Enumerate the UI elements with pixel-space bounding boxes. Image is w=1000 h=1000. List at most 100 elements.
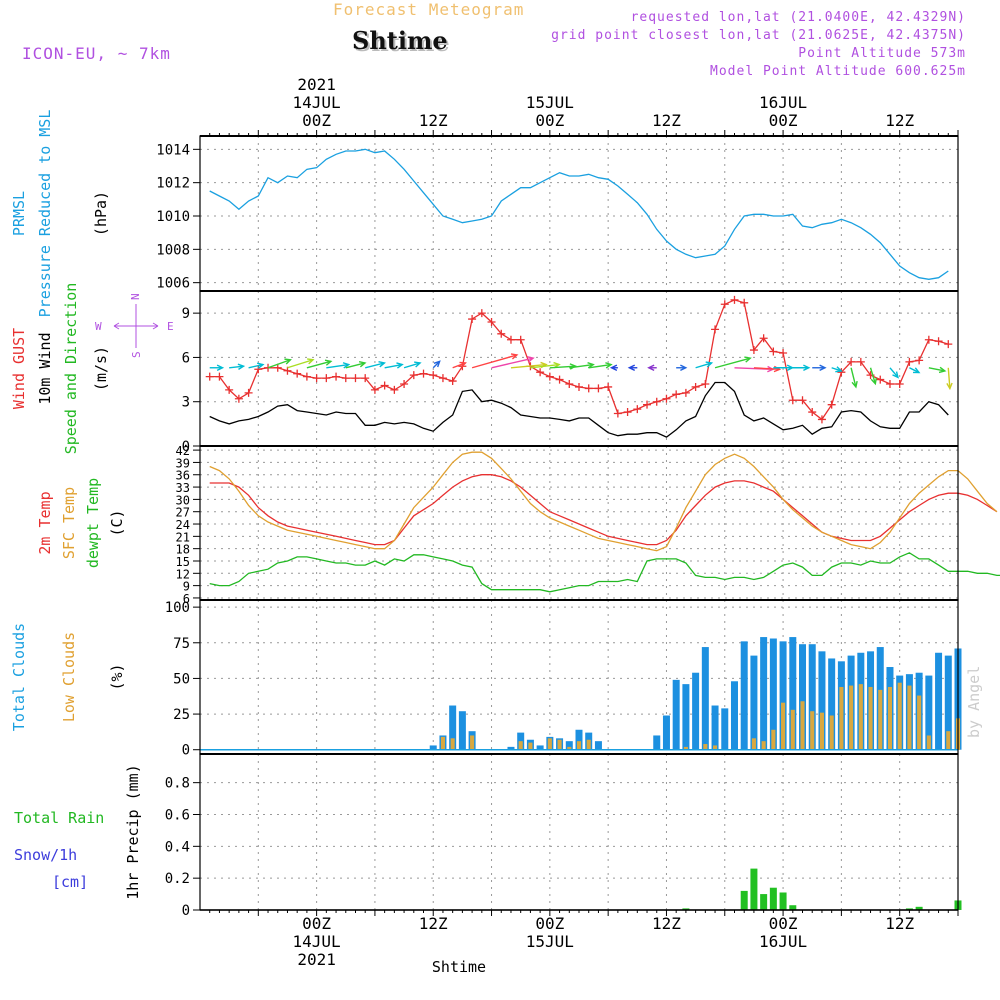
bar	[819, 712, 824, 750]
point-altitude-label: Point Altitude 573m	[798, 46, 966, 61]
wind-arrow-head	[680, 364, 688, 372]
gust-marker	[740, 298, 749, 307]
bar	[799, 644, 807, 750]
gust-marker	[827, 400, 836, 409]
gust-marker	[361, 374, 370, 383]
wind-arrow	[947, 367, 951, 389]
y-tick-label: 25	[173, 707, 190, 723]
compass-north: N	[129, 293, 142, 300]
gust-marker	[448, 377, 457, 386]
series-line	[209, 474, 998, 546]
y-tick-label: 12	[176, 567, 190, 581]
time-label-top: 12Z	[652, 111, 681, 130]
bar	[682, 684, 690, 750]
time-label-top: 12Z	[419, 111, 448, 130]
product-title: Forecast Meteogram	[333, 0, 525, 19]
requested-point-label: requested lon,lat (21.0400E, 42.4329N)	[630, 10, 966, 25]
wind-arrow-head	[946, 382, 953, 391]
time-label-top: 14JUL	[293, 93, 341, 112]
wind-arrow	[869, 367, 877, 384]
gust-marker	[302, 372, 311, 381]
y-axis-label: Low Clouds	[60, 632, 78, 722]
wind-arrow	[753, 367, 780, 371]
gust-marker	[584, 384, 593, 393]
gust-marker	[545, 372, 554, 381]
bar	[946, 731, 951, 750]
y-axis-label: dewpt Temp	[84, 478, 102, 568]
wind-arrow	[569, 363, 594, 369]
gust-marker	[380, 381, 389, 390]
credit-text: by Angel	[965, 666, 983, 738]
time-label-top: 00Z	[535, 111, 564, 130]
time-label-top: 12Z	[885, 111, 914, 130]
gust-marker	[798, 396, 807, 405]
bar	[808, 644, 816, 750]
y-tick-label: 15	[176, 555, 190, 569]
bar	[507, 746, 515, 750]
wind-arrow	[267, 359, 291, 369]
panel-frame	[199, 753, 959, 911]
series-line	[209, 148, 949, 280]
gust-marker	[468, 315, 477, 324]
wind-arrow-head	[819, 364, 827, 372]
bar	[868, 686, 873, 750]
wind-arrow-head	[237, 363, 246, 370]
gust-marker	[234, 394, 243, 403]
y-tick-label: 0	[182, 903, 190, 919]
wind-arrow	[248, 363, 264, 369]
y-axis-label: (hPa)	[92, 191, 110, 236]
y-tick-label: 1010	[156, 209, 190, 225]
credit-watermark: by Angel	[965, 666, 983, 738]
wind-arrow-head	[358, 361, 367, 368]
model-altitude-label: Model Point Altitude 600.625m	[710, 64, 966, 79]
gust-marker	[623, 408, 632, 417]
bar	[887, 686, 893, 750]
gust-marker	[390, 385, 399, 394]
y-tick-label: 0	[182, 743, 190, 759]
y-tick-label: 27	[176, 506, 190, 520]
time-label-bottom: 00Z	[769, 914, 798, 933]
grid-point-label: grid point closest lon,lat (21.0625E, 42…	[551, 28, 966, 43]
wind-arrow	[452, 362, 466, 369]
wind-arrow-head	[396, 362, 404, 369]
gust-marker	[273, 363, 282, 372]
bar	[760, 637, 768, 750]
y-tick-label: 9	[183, 580, 190, 594]
bar	[721, 708, 729, 750]
series-line	[209, 451, 998, 552]
bar	[925, 675, 933, 750]
gust-marker	[283, 366, 292, 375]
bar	[751, 738, 756, 750]
wind-arrow-head	[705, 361, 714, 368]
gust-marker	[293, 369, 302, 378]
wind-arrow	[850, 367, 857, 388]
footer-location: Shtime	[432, 958, 486, 976]
gust-marker	[808, 408, 817, 417]
bar	[829, 715, 834, 750]
bar	[944, 655, 952, 750]
gust-marker	[215, 372, 224, 381]
y-axis-label: 2m Temp	[36, 491, 54, 554]
wind-arrow-head	[609, 364, 618, 372]
wind-arrow	[831, 367, 842, 372]
wind-arrow-head	[870, 377, 877, 386]
gust-marker	[400, 380, 409, 388]
bar	[849, 685, 854, 750]
time-label-bottom: 12Z	[419, 914, 448, 933]
gust-marker	[409, 371, 418, 380]
y-tick-label: 6	[183, 592, 190, 606]
wind-arrow-head	[342, 362, 351, 369]
wind-arrow	[510, 363, 547, 369]
bar	[897, 682, 902, 750]
gust-marker	[730, 295, 739, 304]
bar	[586, 739, 591, 750]
bar	[789, 637, 797, 750]
bar	[536, 745, 544, 750]
gust-marker	[759, 334, 768, 343]
y-axis-label: SFC Temp	[60, 487, 78, 559]
gust-marker	[555, 375, 564, 384]
bar	[711, 705, 719, 750]
bar	[682, 908, 690, 910]
bar	[662, 715, 670, 750]
time-label-bottom: 12Z	[652, 914, 681, 933]
